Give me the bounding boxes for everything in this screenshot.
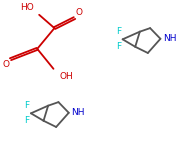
Text: F: F (116, 27, 121, 36)
Text: F: F (116, 42, 121, 51)
Text: O: O (75, 8, 83, 17)
Text: F: F (24, 101, 29, 110)
Text: F: F (24, 116, 29, 125)
Text: NH: NH (71, 108, 85, 117)
Text: O: O (2, 60, 10, 69)
Text: HO: HO (20, 3, 33, 12)
Text: NH: NH (163, 34, 176, 43)
Text: OH: OH (59, 72, 73, 81)
